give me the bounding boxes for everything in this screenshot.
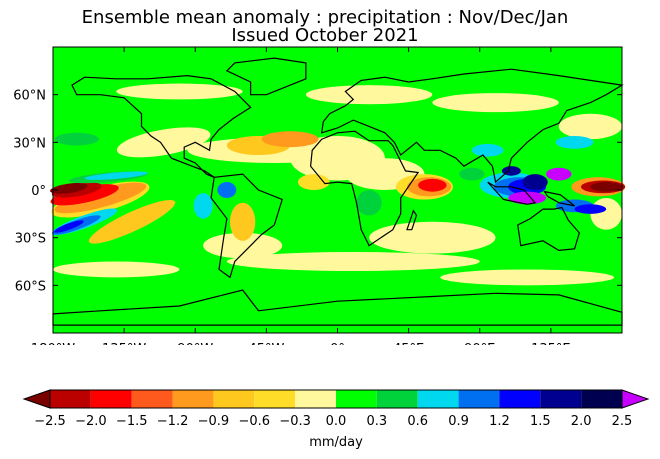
anomaly-blob	[418, 178, 447, 192]
anomaly-blob	[53, 261, 180, 278]
anomaly-blob	[440, 269, 615, 286]
colorbar-over-arrow	[621, 389, 650, 409]
colorbar-swatch	[254, 390, 296, 408]
colorbar-tick-label: −0.6	[238, 414, 270, 429]
precipitation-anomaly-map: 60°N 30°N 0° 30°S 60°S 180°W 135°W 90°W 45°W 0° 45…	[13, 46, 626, 345]
anomaly-blob	[116, 83, 243, 100]
anomaly-blob	[53, 220, 84, 233]
colorbar-tick-label: −2.0	[75, 414, 107, 429]
anomaly-blob	[261, 131, 319, 148]
anomaly-blob	[459, 167, 485, 181]
colorbar-swatch	[376, 390, 418, 408]
colorbar-tick-label: 0.9	[448, 414, 469, 429]
lon-tick-label: 135°E	[531, 342, 571, 345]
anomaly-blob	[501, 166, 521, 176]
anomaly-blob	[193, 193, 213, 219]
coastline-new-guinea	[543, 190, 575, 207]
colorbar-tick-label: −1.2	[157, 414, 189, 429]
colorbar-swatch	[172, 390, 214, 408]
colorbar-swatch	[581, 390, 622, 408]
lon-tick-label: 135°W	[102, 342, 146, 345]
anomaly-blob	[356, 190, 382, 216]
lat-tick-label: 30°N	[13, 136, 46, 151]
colorbar-tick-label: 1.2	[489, 414, 510, 429]
anomaly-blob	[217, 182, 237, 198]
map-ticks: 60°N 30°N 0° 30°S 60°S 180°W 135°W 90°W 45°W 0° 45…	[13, 47, 622, 345]
anomaly-blob	[88, 199, 176, 244]
colorbar-tick-label: 0.6	[407, 414, 428, 429]
anomaly-blob	[508, 191, 547, 205]
coastline-south-america	[210, 173, 283, 279]
anomaly-blob	[555, 135, 594, 149]
colorbar-swatch	[213, 390, 255, 408]
colorbar-swatch	[499, 390, 541, 408]
colorbar-unit-label: mm/day	[309, 435, 363, 450]
anomaly-blob	[54, 132, 99, 146]
lat-tick-label: 60°N	[13, 89, 46, 104]
colorbar-outline	[49, 389, 623, 409]
colorbar-swatch	[540, 390, 582, 408]
anomaly-blob	[226, 251, 480, 272]
coastline-eurasia	[320, 68, 624, 184]
anomaly-blob	[522, 174, 548, 190]
coastline-greenland	[225, 57, 307, 96]
lon-tick-label: 180°W	[31, 342, 75, 345]
colorbar-tick-label: 1.5	[530, 414, 551, 429]
lon-tick-label: 45°E	[393, 342, 424, 345]
colorbar-tick-label: 0.3	[367, 414, 388, 429]
colorbar-tick-label: −0.3	[279, 414, 311, 429]
colorbar-tick-label: −0.9	[198, 414, 230, 429]
anomaly-blob	[471, 143, 504, 157]
colorbar-swatch	[336, 390, 377, 408]
lat-tick-label: 60°S	[15, 279, 46, 294]
colorbar-under-arrow	[22, 389, 51, 409]
lat-tick-label: 0°	[31, 184, 46, 199]
coastline-indonesia	[487, 181, 537, 205]
anomaly-blob	[50, 183, 88, 194]
lat-tick-label: 30°S	[15, 232, 46, 247]
coastline-madagascar	[406, 209, 418, 231]
colorbar-swatch	[458, 390, 500, 408]
colorbar-tick-label: −2.5	[34, 414, 66, 429]
anomaly-blob	[574, 204, 607, 214]
colorbar-tick-label: 2.5	[612, 414, 633, 429]
lon-tick-label: 90°W	[177, 342, 213, 345]
map-subtitle: Issued October 2021	[231, 25, 419, 46]
lon-tick-label: 90°E	[464, 342, 495, 345]
colorbar-swatch	[417, 390, 459, 408]
anomaly-blob	[590, 182, 622, 192]
colorbar-tick-label: 2.0	[571, 414, 592, 429]
anomaly-blob	[546, 167, 572, 181]
colorbar-swatch	[50, 390, 91, 408]
anomaly-blob	[116, 127, 211, 158]
anomaly-blob	[558, 113, 623, 140]
coastline-north-america	[71, 74, 252, 178]
anomaly-blob	[369, 221, 496, 254]
colorbar-tick-label: 0.0	[326, 414, 347, 429]
map-title: Ensemble mean anomaly : precipitation : …	[81, 7, 569, 28]
coastline-africa	[309, 130, 420, 247]
colorbar-tick-label: −1.5	[116, 414, 148, 429]
anomaly-blob	[230, 202, 256, 241]
anomaly-blob	[84, 171, 148, 180]
colorbar-swatch	[295, 390, 336, 408]
lon-tick-label: 45°W	[248, 342, 284, 345]
colorbar-swatch	[90, 390, 132, 408]
anomaly-blob	[305, 85, 433, 105]
anomaly-blob	[297, 174, 330, 190]
anomaly-blob	[432, 93, 559, 113]
colorbar-swatch	[131, 390, 173, 408]
coastline-australia	[517, 206, 580, 252]
lon-tick-label: 0°	[330, 342, 345, 345]
